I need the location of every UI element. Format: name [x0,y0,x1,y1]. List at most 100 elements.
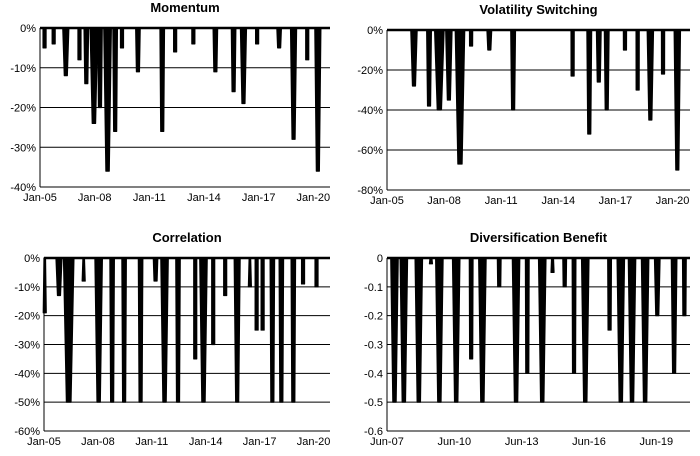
drawdown-spike [486,29,493,51]
drawdown-spike [622,29,628,51]
drawdown-spike [607,257,613,331]
drawdown-spike [511,257,521,403]
drawdown-spike [681,257,687,317]
drawdown-spike [55,257,63,297]
drawdown-spike [478,257,487,403]
drawdown-spike [193,257,198,360]
drawdown-spike [135,27,141,73]
drawdown-spike [571,257,577,374]
drawdown-spike [653,257,661,317]
drawdown-spike [290,257,297,403]
drawdown-spike [137,257,144,403]
x-tick-label: Jan-05 [27,436,61,448]
y-tick-label: -10% [10,63,36,75]
drawdown-spike [314,27,322,172]
y-tick-label: -40% [357,105,383,117]
y-tick-label: -80% [357,185,383,197]
y-tick-label: -0.1 [364,282,383,294]
x-tick-label: Jan-14 [542,195,576,207]
drawdown-spike [616,257,626,403]
drawdown-spike [211,257,216,346]
drawdown-spike [62,27,70,77]
drawdown-spike [550,257,555,274]
drawdown-spike [94,257,103,403]
drawdown-spike [496,257,502,288]
x-tick-label: Jan-08 [78,192,112,204]
drawdown-spike [62,257,75,403]
drawdown-spike [199,257,208,403]
drawdown-spike [173,27,178,53]
drawdown-spike [660,29,666,75]
panel-title: Momentum [150,0,219,15]
drawdown-spike [212,27,219,73]
drawdown-spike [254,257,259,331]
y-tick-label: -20% [14,311,40,323]
x-tick-label: Jan-14 [189,436,223,448]
drawdown-spike [433,29,445,111]
x-tick-label: Jan-20 [296,192,330,204]
y-tick-label: -40% [10,182,36,194]
drawdown-spike [451,257,461,403]
drawdown-spike [603,29,610,111]
x-tick-label: Jun-10 [438,436,472,448]
y-tick-label: 0% [20,23,36,35]
drawdown-spike [276,27,283,49]
drawdown-spike [51,27,56,45]
y-tick-label: 0 [377,253,383,265]
drawdown-spike [152,257,159,282]
drawdown-spike [510,29,517,111]
x-tick-label: Jan-20 [297,436,331,448]
drawdown-spike [239,27,248,105]
drawdown-spike [112,27,119,132]
drawdown-spike [233,257,241,403]
drawdown-spike [627,257,637,403]
x-tick-label: Jun-19 [640,436,674,448]
drawdown-spike [119,27,125,49]
y-tick-label: -0.3 [364,340,383,352]
drawdown-spike [414,257,424,403]
y-tick-label: -0.4 [364,368,383,380]
drawdown-spike [278,257,285,403]
x-tick-label: Jan-11 [133,192,166,204]
y-tick-label: -30% [10,142,36,154]
x-tick-label: Jan-11 [135,436,168,448]
drawdown-spike [121,257,127,403]
x-tick-label: Jun-16 [572,436,606,448]
drawdown-spike [269,257,276,403]
y-tick-label: -20% [357,65,383,77]
drawdown-spike [435,257,444,403]
x-tick-label: Jan-17 [599,195,633,207]
drawdown-spike [635,29,640,91]
chart-panel-3: Correlation0%-10%-20%-30%-40%-50%-60%Jan… [14,230,330,448]
panel-title: Correlation [152,230,221,245]
drawdown-spike [42,257,47,314]
drawdown-spike [468,257,474,360]
panel-title: Diversification Benefit [470,230,608,245]
x-tick-label: Jan-14 [187,192,221,204]
drawdown-spike [97,27,103,109]
drawdown-spike [399,257,409,403]
drawdown-spike [159,27,166,132]
drawdown-spike [260,257,265,331]
drawdown-spike [586,29,593,135]
drawdown-spike [673,29,682,171]
drawdown-spike [445,29,453,101]
y-tick-label: -0.6 [364,426,383,438]
y-tick-label: -60% [357,145,383,157]
panel-title: Volatility Switching [479,2,597,17]
x-tick-label: Jan-17 [242,192,276,204]
x-tick-label: Jun-07 [370,436,404,448]
y-tick-label: 0% [367,25,383,37]
drawdown-spike [468,29,474,47]
drawdown-spike [300,257,306,285]
drawdown-spike [89,27,99,124]
drawdown-spike [562,257,568,288]
y-tick-label: -20% [10,103,36,115]
drawdown-spike [81,257,86,282]
drawdown-spike [570,29,575,77]
x-tick-label: Jan-08 [427,195,461,207]
y-tick-label: -50% [14,397,40,409]
y-tick-label: -10% [14,282,40,294]
drawdown-spike [390,257,399,403]
